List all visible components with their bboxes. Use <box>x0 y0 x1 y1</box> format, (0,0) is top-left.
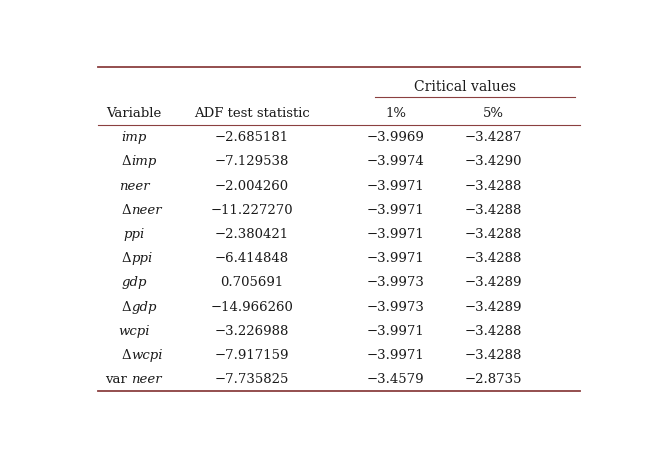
Text: −3.4289: −3.4289 <box>465 300 522 313</box>
Text: −3.4288: −3.4288 <box>465 324 522 337</box>
Text: Δ: Δ <box>122 203 132 216</box>
Text: −7.735825: −7.735825 <box>215 373 289 386</box>
Text: −2.004260: −2.004260 <box>215 179 289 192</box>
Text: −3.9969: −3.9969 <box>367 131 424 144</box>
Text: −3.9973: −3.9973 <box>367 300 424 313</box>
Text: Δ: Δ <box>122 155 132 168</box>
Text: Δ: Δ <box>122 300 132 313</box>
Text: var: var <box>105 373 132 386</box>
Text: imp: imp <box>132 155 157 168</box>
Text: Δ: Δ <box>122 252 132 265</box>
Text: −3.4289: −3.4289 <box>465 276 522 289</box>
Text: −3.9971: −3.9971 <box>367 324 424 337</box>
Text: −7.129538: −7.129538 <box>215 155 289 168</box>
Text: −2.685181: −2.685181 <box>215 131 289 144</box>
Text: −3.9971: −3.9971 <box>367 203 424 216</box>
Text: neer: neer <box>118 179 150 192</box>
Text: −3.4290: −3.4290 <box>465 155 522 168</box>
Text: −3.9971: −3.9971 <box>367 348 424 361</box>
Text: −6.414848: −6.414848 <box>215 252 289 265</box>
Text: −2.380421: −2.380421 <box>215 227 289 240</box>
Text: Δ: Δ <box>122 348 132 361</box>
Text: −3.4288: −3.4288 <box>465 227 522 240</box>
Text: −7.917159: −7.917159 <box>214 348 289 361</box>
Text: 0.705691: 0.705691 <box>220 276 284 289</box>
Text: −3.4288: −3.4288 <box>465 179 522 192</box>
Text: Critical values: Critical values <box>414 80 516 94</box>
Text: −3.9974: −3.9974 <box>367 155 424 168</box>
Text: −3.9971: −3.9971 <box>367 179 424 192</box>
Text: 5%: 5% <box>483 107 504 120</box>
Text: neer: neer <box>132 373 162 386</box>
Text: −11.227270: −11.227270 <box>211 203 293 216</box>
Text: imp: imp <box>121 131 147 144</box>
Text: −3.4579: −3.4579 <box>367 373 424 386</box>
Text: −3.9971: −3.9971 <box>367 227 424 240</box>
Text: gdp: gdp <box>121 276 147 289</box>
Text: −3.4287: −3.4287 <box>465 131 522 144</box>
Text: −3.226988: −3.226988 <box>215 324 289 337</box>
Text: ADF test statistic: ADF test statistic <box>194 107 310 120</box>
Text: gdp: gdp <box>132 300 157 313</box>
Text: −3.9973: −3.9973 <box>367 276 424 289</box>
Text: ppi: ppi <box>123 227 145 240</box>
Text: −3.4288: −3.4288 <box>465 203 522 216</box>
Text: wcpi: wcpi <box>132 348 163 361</box>
Text: −3.4288: −3.4288 <box>465 252 522 265</box>
Text: −3.4288: −3.4288 <box>465 348 522 361</box>
Text: −3.9971: −3.9971 <box>367 252 424 265</box>
Text: −2.8735: −2.8735 <box>465 373 522 386</box>
Text: 1%: 1% <box>385 107 406 120</box>
Text: Variable: Variable <box>107 107 162 120</box>
Text: neer: neer <box>132 203 162 216</box>
Text: ppi: ppi <box>132 252 153 265</box>
Text: −14.966260: −14.966260 <box>211 300 293 313</box>
Text: wcpi: wcpi <box>118 324 150 337</box>
